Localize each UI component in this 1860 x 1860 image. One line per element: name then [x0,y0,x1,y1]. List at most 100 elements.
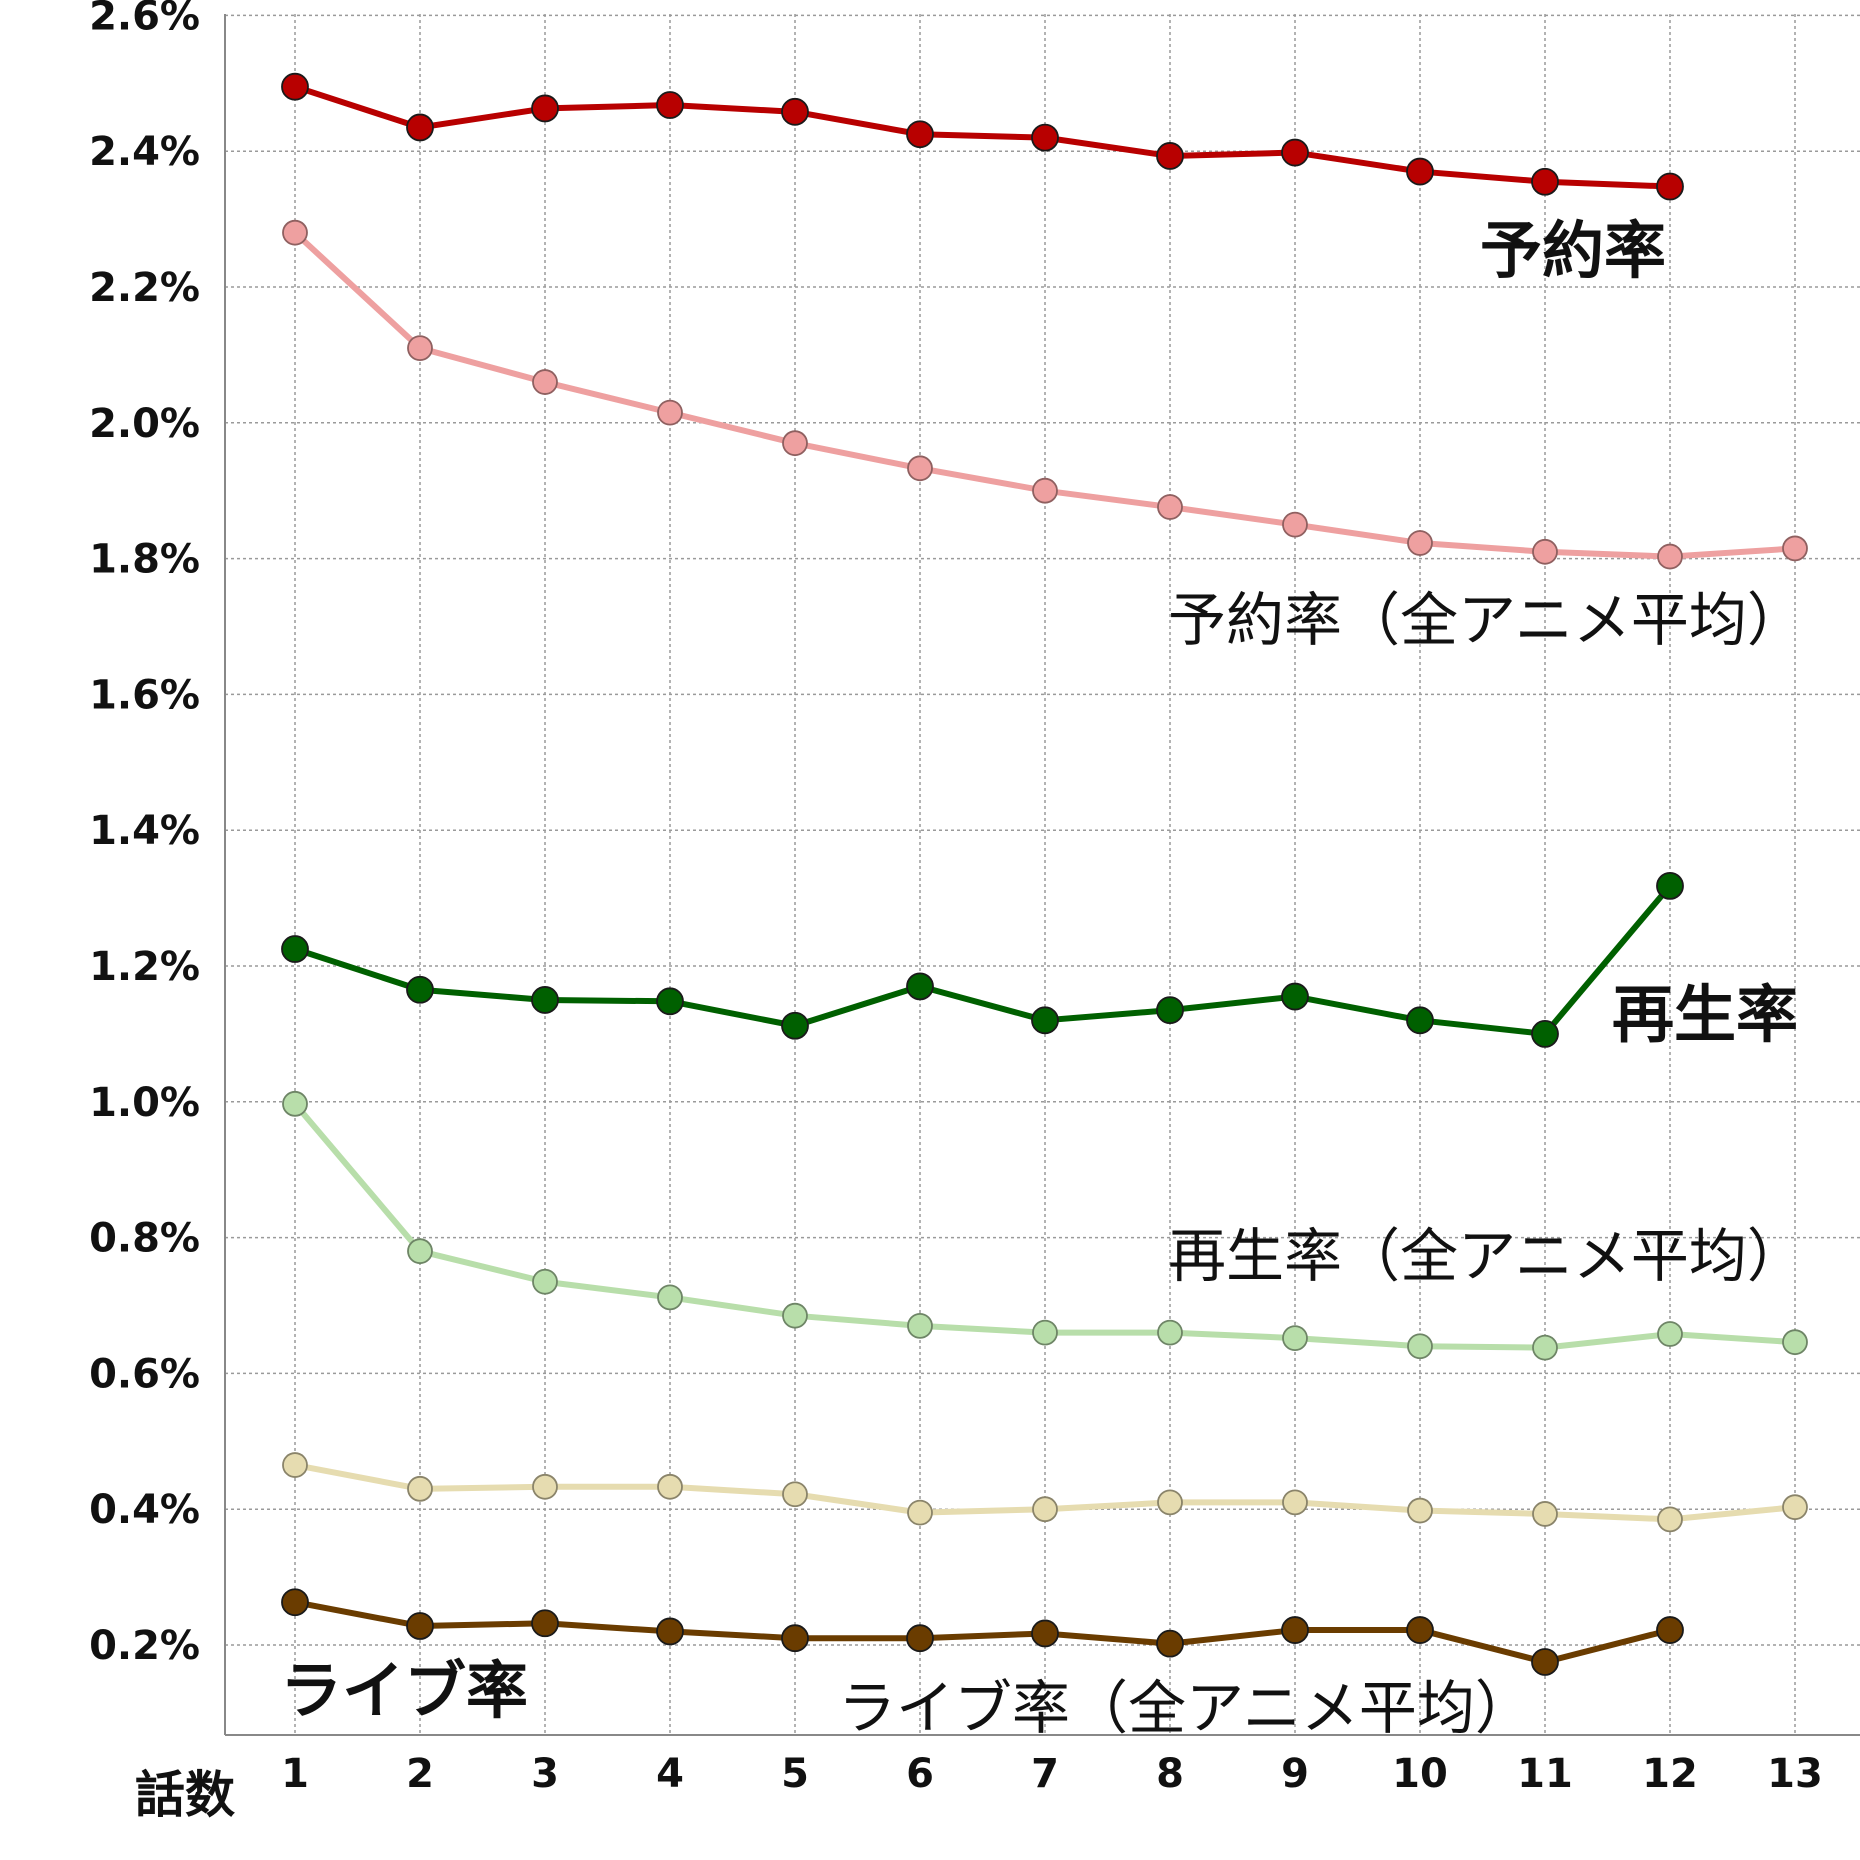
series-line [292,882,1673,1037]
data-point [1031,123,1059,152]
data-point [1656,172,1684,201]
annotation-saisei: 再生率 [1612,978,1798,1051]
data-point [1656,1616,1684,1644]
x-tick-label: 13 [1767,1751,1823,1797]
y-tick-label: 1.2% [89,944,200,990]
data-point [906,120,934,149]
data-point [1531,167,1559,196]
data-point [1782,535,1808,562]
y-tick-label: 0.8% [89,1216,200,1262]
data-point [656,987,684,1016]
data-point [1032,477,1058,504]
series-line [292,1599,1673,1665]
x-tick-label: 5 [781,1751,809,1797]
data-point [1407,1333,1433,1360]
annotation-yoyaku: 予約率 [1480,214,1666,287]
data-point [1532,538,1558,565]
data-point [656,1617,684,1646]
data-point [1282,511,1308,538]
data-point [1282,1325,1308,1351]
x-tick-labels: 1 2 3 4 5 6 7 8 9 10 11 12 13 [281,1751,1823,1797]
series-5 [281,1588,1684,1676]
x-axis-label: 話数 [135,1766,235,1824]
data-point [1406,157,1434,186]
data-point [1157,1319,1183,1346]
data-point [1157,494,1183,520]
data-point [1032,1319,1058,1346]
data-point [1157,1489,1183,1516]
data-point [406,1612,434,1640]
data-point [407,1238,433,1265]
data-point [1156,996,1184,1025]
data-point [906,1624,934,1653]
x-tick-label: 12 [1642,1751,1698,1797]
data-point [657,399,683,426]
data-point [907,1499,933,1526]
x-tick-label: 1 [281,1751,309,1797]
data-point [281,1588,309,1617]
y-tick-labels: 0.2% 0.4% 0.6% 0.8% 1.0% 1.2% 1.4% 1.6% 1.8% 2.0%… [89,0,200,1669]
data-point [1657,1506,1683,1533]
data-point [782,1481,808,1508]
data-point [1657,543,1683,570]
y-tick-label: 2.6% [89,0,200,39]
data-point [906,972,934,1001]
x-tick-label: 4 [656,1751,684,1797]
data-point [1407,530,1433,556]
data-point [1281,138,1309,167]
data-point [1532,1501,1558,1527]
x-tick-label: 8 [1156,1751,1184,1797]
data-point [1156,142,1184,170]
grid-lines [225,14,1860,1735]
x-tick-label: 11 [1517,1751,1573,1797]
series-3 [282,1090,1808,1361]
data-point [1656,871,1684,900]
data-point [1032,1496,1058,1523]
data-point [282,1452,308,1478]
y-tick-label: 0.4% [89,1487,200,1533]
y-tick-label: 1.6% [89,672,200,718]
data-point [1782,1494,1808,1521]
y-tick-label: 2.2% [89,265,200,311]
y-tick-label: 1.0% [89,1080,200,1126]
data-point [1282,1489,1308,1516]
x-tick-label: 9 [1281,1751,1309,1797]
y-tick-label: 0.2% [89,1623,200,1669]
data-point [406,113,434,142]
data-point [531,1609,559,1638]
data-point [782,430,808,457]
data-point [407,335,433,362]
data-point [781,97,809,126]
data-point [281,935,309,963]
data-point [782,1302,808,1329]
data-point [532,1268,558,1295]
data-point [282,219,308,246]
data-point [532,369,558,395]
data-point [1281,1616,1309,1644]
annotation-live-avg: ライブ率（全アニメ平均） [838,1674,1533,1742]
series-0 [281,72,1684,201]
data-point [1031,1619,1059,1648]
series-line [292,83,1673,190]
data-point [407,1475,433,1502]
y-tick-label: 2.4% [89,129,200,175]
data-point [781,1011,809,1040]
annotation-saisei-avg: 再生率（全アニメ平均） [1168,1222,1805,1290]
series-4 [282,1452,1808,1533]
data-point [532,1473,558,1500]
data-point [406,975,434,1004]
x-tick-label: 10 [1392,1751,1448,1797]
x-tick-label: 7 [1031,1751,1059,1797]
data-point [657,1284,683,1311]
data-point [907,455,933,482]
x-tick-label: 2 [406,1751,434,1797]
data-point [656,91,684,119]
data-point [1782,1329,1808,1356]
series-1 [282,219,1808,570]
data-point [907,1312,933,1339]
data-point [781,1624,809,1653]
data-point [1406,1006,1434,1035]
data-point [1407,1497,1433,1524]
y-tick-label: 0.6% [89,1351,200,1397]
